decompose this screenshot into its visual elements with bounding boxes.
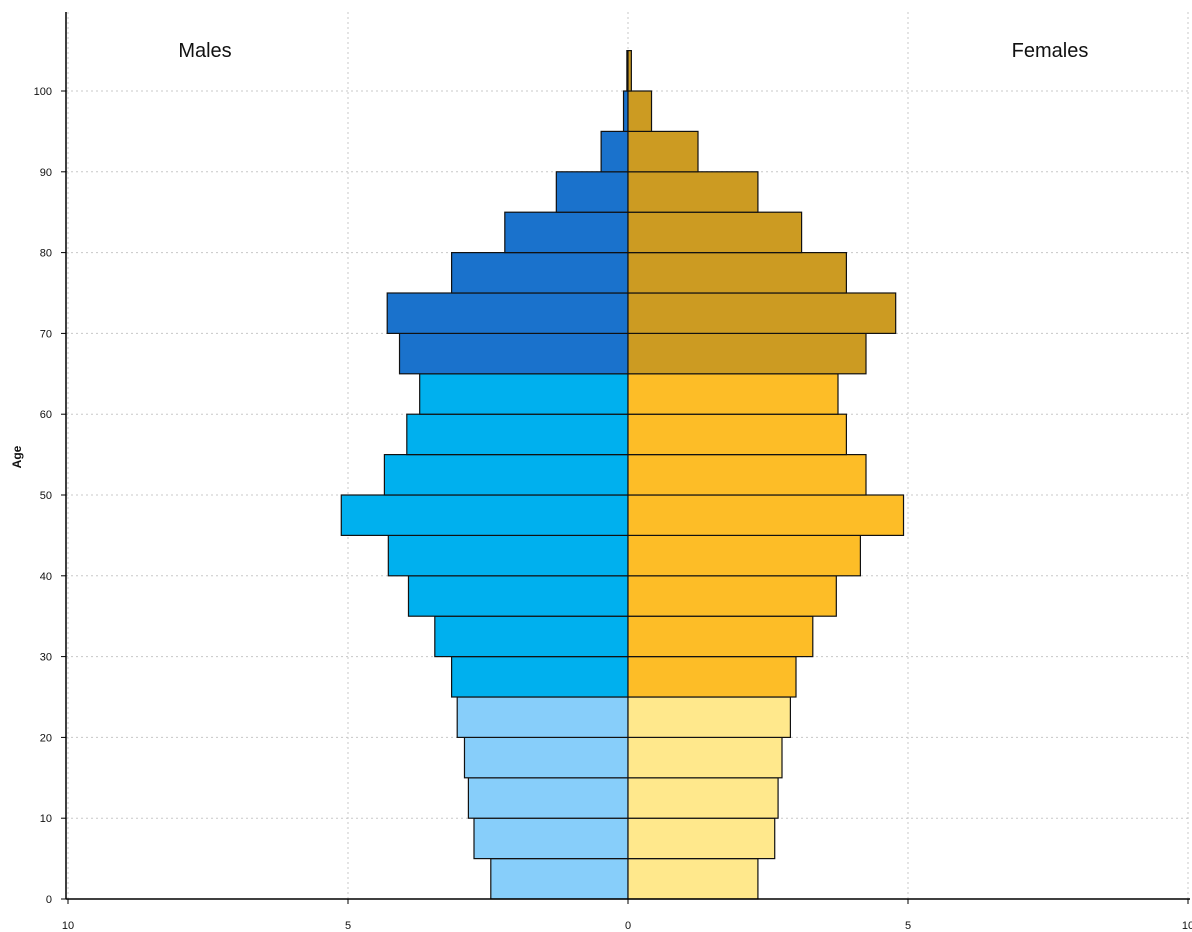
male-bar [408,576,628,616]
female-bar [628,495,904,535]
female-bar [628,576,836,616]
male-bar [452,657,628,697]
female-bar [628,859,758,899]
male-bar [407,414,628,454]
female-bar [628,374,838,414]
female-bar [628,778,778,818]
male-bar [457,697,628,737]
male-bar [505,212,628,252]
female-bar [628,253,846,293]
y-tick-label: 80 [40,248,52,260]
male-bar [624,91,628,131]
females-label: Females [990,40,1110,63]
y-tick-label: 0 [46,894,52,906]
female-bar [628,616,813,656]
y-axis-label: Age [10,432,24,482]
female-bar [628,455,866,495]
male-bar [388,535,628,575]
female-bar [628,51,631,91]
male-bar [601,131,628,171]
male-bar [341,495,628,535]
female-bar [628,131,698,171]
x-tick-label: 10 [62,920,74,932]
x-tick-label: 10 [1182,920,1192,932]
y-tick-label: 60 [40,409,52,421]
male-bar [474,818,628,858]
female-bar [628,414,846,454]
male-bar [387,293,628,333]
y-tick-label: 20 [40,732,52,744]
y-tick-label: 10 [40,813,52,825]
x-tick-label: 5 [905,920,911,932]
male-bar [384,455,628,495]
male-bar [452,253,628,293]
male-bar [491,859,628,899]
female-bar [628,535,860,575]
female-bar [628,172,758,212]
y-tick-label: 50 [40,490,52,502]
female-bar [628,737,782,777]
female-bar [628,697,790,737]
x-tick-label: 5 [345,920,351,932]
female-bar [628,818,775,858]
y-tick-label: 70 [40,328,52,340]
female-bar [628,91,652,131]
bars [341,51,903,899]
male-bar [400,333,628,373]
male-bar [435,616,628,656]
y-tick-label: 90 [40,167,52,179]
males-label: Males [150,40,260,63]
female-bar [628,293,896,333]
y-tick-label: 100 [34,86,52,98]
y-tick-label: 30 [40,652,52,664]
x-tick-label: 0 [625,920,631,932]
y-tick-label: 40 [40,571,52,583]
male-bar [468,778,628,818]
female-bar [628,657,796,697]
male-bar [556,172,628,212]
female-bar [628,212,802,252]
female-bar [628,333,866,373]
male-bar [420,374,628,414]
male-bar [464,737,628,777]
